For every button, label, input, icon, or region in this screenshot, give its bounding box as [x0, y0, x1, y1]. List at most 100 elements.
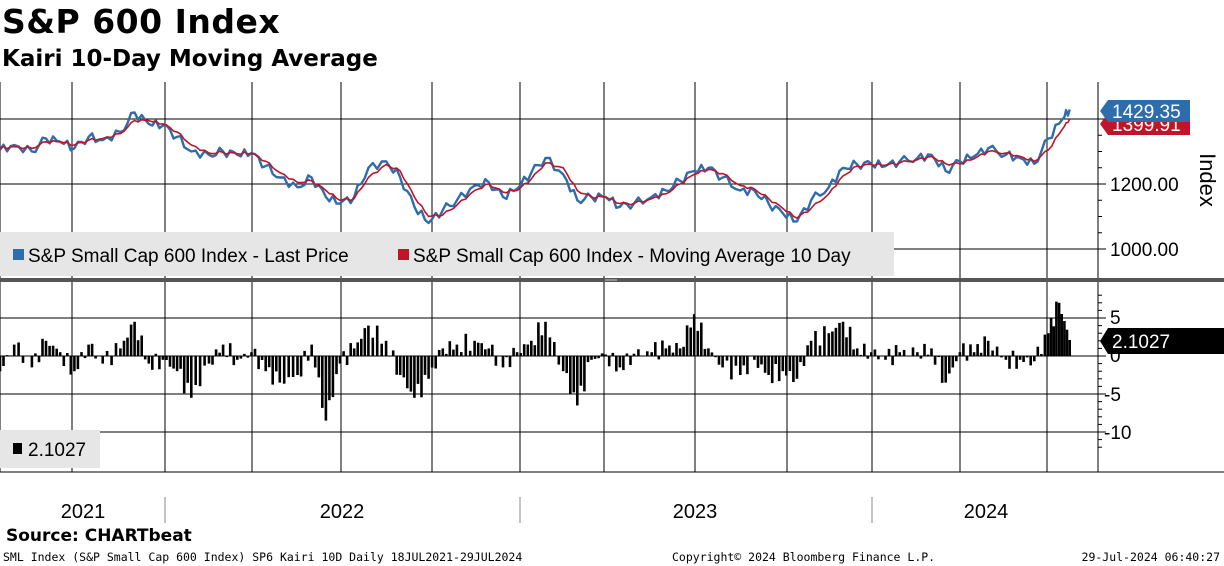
kairi-bar — [873, 349, 877, 356]
kairi-bar — [1015, 356, 1018, 369]
kairi-bar — [1018, 356, 1022, 360]
kairi-bar — [760, 356, 763, 365]
kairi-bar — [548, 337, 552, 356]
kairi-bar — [565, 356, 568, 374]
kairi-bar — [717, 356, 721, 365]
kairi-bar — [926, 354, 930, 356]
legends: S&P Small Cap 600 Index - Last Price S&P … — [0, 232, 894, 468]
kairi-bar — [356, 342, 359, 356]
kairi-bar — [607, 356, 611, 367]
kairi-bar — [734, 356, 738, 366]
kairi-bar — [207, 356, 211, 364]
kairi-bar — [257, 356, 260, 370]
tick-labels: 1000.00 1200.00 Index 5 0 -5 -10 2021 2022 2023 20… — [61, 153, 1220, 523]
kairi-bar — [1060, 314, 1063, 356]
kairi-bar — [349, 343, 352, 356]
kairi-bar — [413, 356, 416, 398]
kairi-bar — [622, 356, 625, 371]
kairi-bar — [198, 356, 202, 387]
kairi-bar — [460, 352, 463, 356]
kairi-bar — [544, 321, 547, 356]
kairi-bar — [682, 346, 685, 356]
kairi-bar — [991, 350, 994, 356]
kairi-bar — [214, 349, 218, 356]
kairi-bar — [678, 348, 682, 356]
kairi-bar — [494, 356, 498, 366]
kairi-bar — [650, 352, 653, 356]
kairi-bar — [668, 345, 671, 356]
kairi-bar — [5, 355, 9, 356]
kairi-bar — [37, 356, 41, 363]
kairi-bar — [976, 344, 979, 356]
kairi-bar — [243, 353, 246, 356]
kairi-bar — [845, 337, 848, 356]
kairi-bar — [41, 338, 44, 356]
kairi-bar — [792, 356, 795, 382]
chart-subtitle: Kairi 10-Day Moving Average — [2, 46, 378, 72]
kairi-bar — [972, 352, 976, 356]
upper-panel-series — [0, 108, 1071, 225]
kairi-bar — [522, 344, 526, 356]
kairi-bar — [951, 356, 955, 368]
kairi-bar — [955, 356, 958, 362]
kairi-bar — [962, 343, 965, 356]
kairi-bar — [814, 331, 817, 356]
kairi-bar — [625, 353, 629, 356]
kairi-bar — [553, 342, 556, 356]
kairi-bar — [306, 356, 310, 361]
y-tick-label: 1000.00 — [1110, 240, 1179, 261]
y-tick-label: 5 — [1110, 308, 1121, 329]
kairi-bar — [110, 356, 113, 366]
kairi-bar — [689, 327, 692, 356]
kairi-bar — [441, 348, 445, 356]
kairi-bar — [884, 356, 887, 360]
source-label: Source: CHARTbeat — [6, 526, 192, 546]
y-tick-label: -5 — [1104, 385, 1121, 406]
kairi-bar — [540, 335, 544, 356]
kairi-bar — [409, 356, 413, 392]
kairi-bar — [1029, 356, 1032, 366]
kairi-bar — [232, 356, 236, 366]
kairi-bar — [983, 336, 986, 356]
kairi-bar — [898, 352, 901, 356]
kairi-bar — [491, 344, 494, 356]
kairi-bar — [859, 354, 862, 356]
kairi-bar — [641, 355, 645, 357]
kairi-bar — [275, 356, 278, 372]
kairi-bar — [94, 356, 97, 359]
kairi-bar — [583, 356, 586, 392]
kairi-bar — [2, 356, 5, 366]
kairi-bar — [944, 356, 947, 383]
kairi-bar — [802, 356, 806, 366]
kairi-bar — [1011, 350, 1015, 356]
kairi-bar — [278, 356, 282, 383]
kairi-bar — [239, 356, 243, 359]
kairi-bar — [756, 356, 760, 368]
x-tick-label: 2021 — [61, 501, 106, 523]
price-last-value-tag-box — [1100, 100, 1190, 122]
kairi-bar — [97, 355, 101, 357]
kairi-bar — [572, 356, 576, 393]
kairi-bar — [1047, 333, 1050, 356]
lower-panel-gridlines — [0, 282, 1098, 472]
kairi-bar — [721, 356, 724, 368]
kairi-bar — [76, 356, 80, 370]
kairi-bar — [923, 343, 926, 356]
kairi-bar — [877, 356, 880, 360]
kairi-bar — [907, 355, 910, 357]
kairi-bar — [246, 356, 250, 358]
axes — [0, 82, 1224, 523]
kairi-bar — [129, 324, 133, 356]
kairi-bar — [402, 356, 406, 378]
kairi-bar — [228, 343, 232, 356]
kairi-bar — [473, 340, 476, 356]
kairi-bar — [105, 351, 109, 356]
kairi-bar — [420, 356, 423, 398]
kairi-bar — [119, 348, 122, 356]
kairi-bar — [367, 325, 370, 356]
kairi-bar — [749, 355, 753, 357]
kairi-bar — [919, 356, 923, 359]
ma-series-line — [0, 118, 1071, 219]
kairi-bar — [375, 325, 379, 356]
